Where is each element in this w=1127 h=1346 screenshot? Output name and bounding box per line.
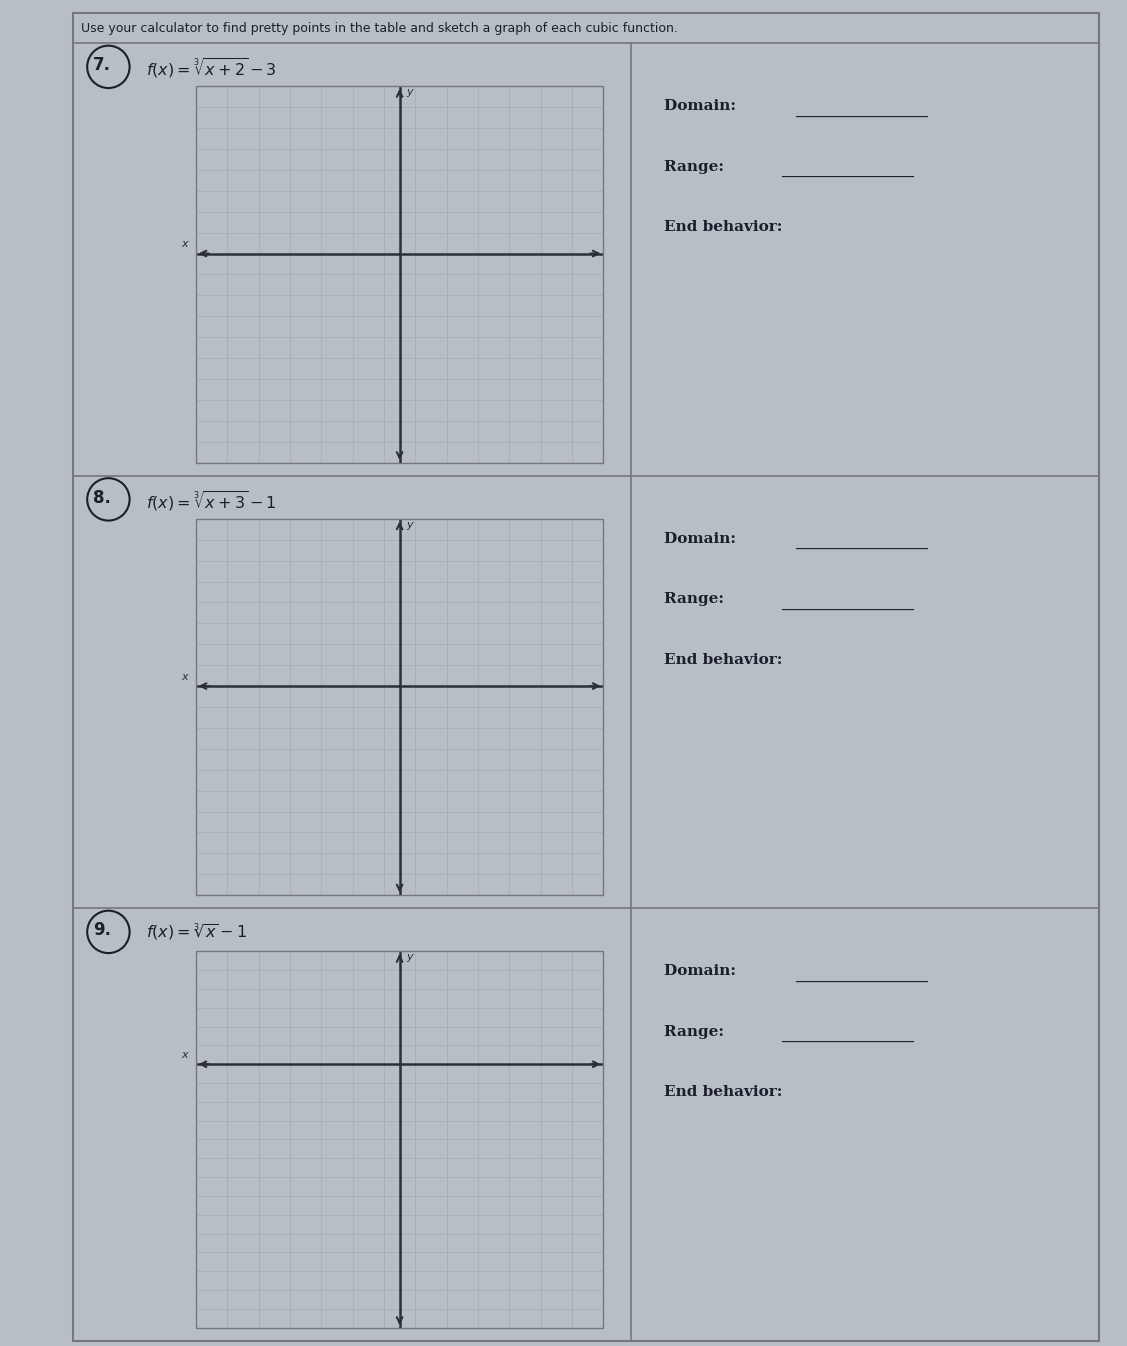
Text: ___________________: ___________________ — [795, 104, 928, 117]
Text: y: y — [406, 87, 412, 97]
Text: ___________________: ___________________ — [795, 536, 928, 551]
Text: Use your calculator to find pretty points in the table and sketch a graph of eac: Use your calculator to find pretty point… — [81, 22, 678, 35]
Text: y: y — [406, 952, 412, 962]
Text: Domain:: Domain: — [664, 532, 742, 546]
Text: Range:: Range: — [664, 1024, 729, 1039]
Text: End behavior:: End behavior: — [664, 1085, 782, 1100]
Text: x: x — [181, 240, 188, 249]
Text: ___________________: ___________________ — [781, 596, 914, 611]
Text: 7.: 7. — [92, 57, 110, 74]
Text: 8.: 8. — [92, 489, 110, 506]
Text: $f(x) = \sqrt[3]{x+3} - 1$: $f(x) = \sqrt[3]{x+3} - 1$ — [145, 489, 276, 513]
Text: End behavior:: End behavior: — [664, 221, 782, 234]
Text: End behavior:: End behavior: — [664, 653, 782, 666]
Text: 9.: 9. — [92, 921, 110, 940]
Text: $f(x) = \sqrt[3]{x+2} - 3$: $f(x) = \sqrt[3]{x+2} - 3$ — [145, 57, 276, 79]
Text: Domain:: Domain: — [664, 100, 742, 113]
Text: ___________________: ___________________ — [781, 1030, 914, 1043]
Text: y: y — [406, 520, 412, 530]
Text: Range:: Range: — [664, 592, 729, 606]
Text: ___________________: ___________________ — [795, 969, 928, 983]
Text: x: x — [181, 1050, 188, 1061]
Text: ___________________: ___________________ — [781, 164, 914, 178]
Text: x: x — [181, 672, 188, 682]
Text: Domain:: Domain: — [664, 964, 742, 979]
Text: $f(x) = \sqrt[3]{x} - 1$: $f(x) = \sqrt[3]{x} - 1$ — [145, 921, 247, 942]
Text: Range:: Range: — [664, 160, 729, 174]
